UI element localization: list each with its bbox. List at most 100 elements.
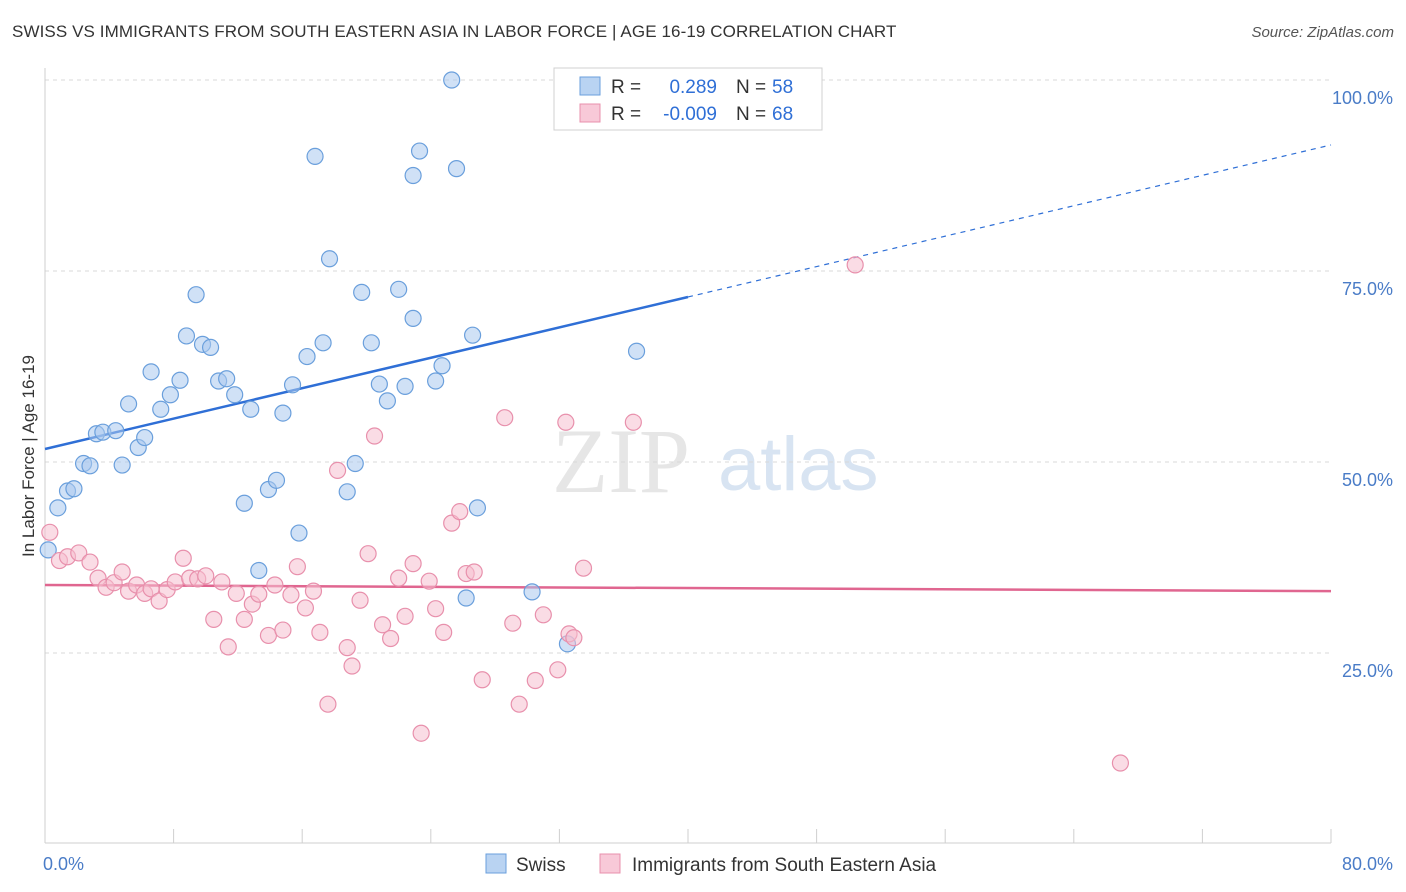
swiss-point [353,283,371,301]
immigrants-point [328,461,347,480]
immigrants-point [311,623,329,641]
swiss-point [298,347,316,366]
swiss-point [627,342,646,360]
immigrants-point [70,544,88,562]
legend-swatch-swiss [579,76,601,96]
swiss-point [410,142,429,160]
immigrants-point [504,614,522,632]
swiss-point [119,395,138,413]
swiss-point [177,327,196,345]
immigrants-point [396,607,414,625]
swiss-point [433,357,451,375]
swiss-point [320,250,339,268]
bottom-legend-swiss: Swiss [516,855,566,876]
y-tick-25: 25.0% [1342,661,1393,681]
immigrants-point [288,558,306,576]
swiss-point [142,363,160,381]
immigrants-point [319,695,337,713]
immigrants-point [382,629,400,648]
immigrants-point [365,427,384,445]
legend-n-immigrants: 68 [772,104,793,125]
immigrants-point [465,563,483,581]
immigrants-point [373,616,392,634]
swiss-point [39,541,57,559]
immigrants-point [549,661,567,679]
immigrants-point [205,610,223,628]
swiss-point [362,334,380,352]
immigrants-point [359,545,377,563]
watermark-atlas: atlas [718,422,879,507]
axes [44,68,1332,844]
swiss-point [201,338,220,356]
swiss-point [447,160,466,178]
swiss-point [107,422,125,440]
immigrants-point [197,567,215,585]
swiss-point [427,372,445,390]
swiss-point [390,280,408,298]
stats-legend: R = 0.289 N = 58 R = -0.009 N = 68 [553,67,823,131]
immigrants-point [565,629,583,647]
swiss-point [250,561,268,580]
trendline-swiss-extension [687,144,1332,298]
swiss-point [274,404,292,422]
swiss-point [49,499,67,517]
y-axis-label: In Labor Force | Age 16-19 [19,355,38,557]
immigrants-point [81,553,99,571]
immigrants-point [219,638,237,656]
immigrants-point [534,606,552,624]
immigrants-point [41,523,59,541]
immigrants-point [473,671,491,689]
grid-lines [45,79,1331,654]
swiss-point [81,457,99,475]
immigrants-point [496,409,514,427]
swiss-point [404,309,422,327]
swiss-point [218,370,236,388]
swiss-point [267,471,286,489]
immigrants-point [213,573,231,591]
immigrants-point [174,549,192,567]
immigrants-point [235,610,253,628]
immigrants-point [412,724,430,742]
immigrants-point [338,639,356,657]
swiss-point [187,286,205,304]
immigrants-point [227,584,245,603]
immigrants-point [526,671,544,690]
immigrants-point [343,657,361,675]
legend-r-swiss: 0.289 [669,77,717,98]
swiss-point [370,375,388,393]
immigrants-point [451,503,469,521]
immigrants-point [510,695,528,713]
swiss-point [338,483,356,501]
y-tick-75: 75.0% [1342,279,1393,299]
swiss-point [113,456,131,474]
source-label: Source: ZipAtlas.com [1251,24,1394,41]
immigrants-point [113,563,131,581]
swiss-point [235,494,253,512]
immigrants-point [427,600,445,618]
swiss-point [523,583,541,601]
legend-n-label-swiss: N = [736,77,766,98]
swiss-point [468,499,487,517]
trendline-swiss [44,295,689,451]
swiss-point [65,480,83,498]
immigrants-point [574,559,593,577]
immigrants-point [390,569,408,587]
swiss-point [404,166,422,185]
immigrants-point [557,413,575,431]
immigrants-point [166,573,184,591]
x-tick-min: 0.0% [43,854,84,874]
legend-n-swiss: 58 [772,77,793,98]
trendlines [44,144,1332,593]
scatter-points [39,71,1130,772]
swiss-point [378,392,396,410]
swiss-point [242,400,260,418]
immigrants-point [1111,754,1130,772]
y-tick-100: 100.0% [1332,88,1393,108]
immigrants-point [274,621,292,639]
swiss-point [290,524,308,542]
watermark-zip: ZIP [552,410,690,512]
swiss-point [443,71,461,89]
immigrants-point [250,585,268,603]
bottom-legend-swatch-swiss [485,853,507,874]
